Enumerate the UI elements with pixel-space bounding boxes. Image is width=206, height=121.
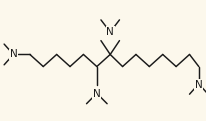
Text: N: N (93, 89, 101, 99)
Text: N: N (9, 49, 17, 59)
Text: N: N (106, 27, 114, 37)
Text: N: N (195, 80, 203, 90)
